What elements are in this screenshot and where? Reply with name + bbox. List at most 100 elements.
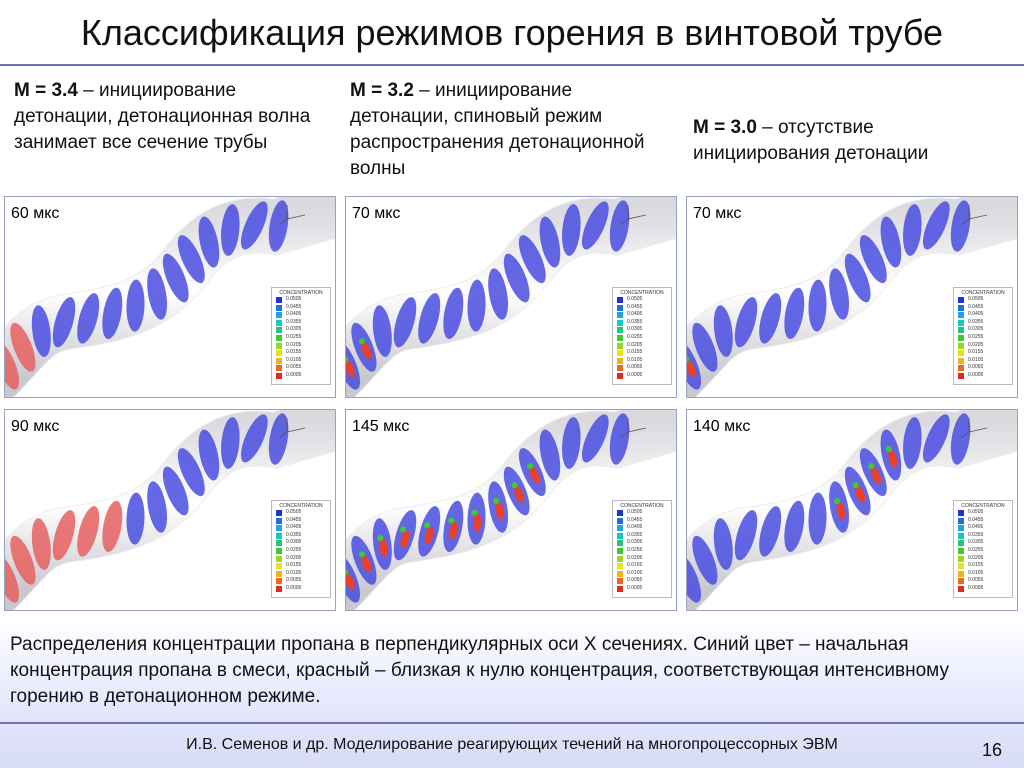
legend-value: 0.0005 (627, 584, 643, 591)
legend-swatch (276, 342, 282, 349)
time-label: 90 мкс (11, 418, 60, 435)
cross-section (126, 492, 145, 545)
legend-value: 0.0155 (286, 349, 302, 356)
cross-section (31, 305, 51, 357)
legend-value: 0.0355 (286, 318, 302, 325)
cross-section (713, 305, 733, 357)
burn-spot (449, 521, 458, 540)
legend-swatch (276, 563, 282, 570)
legend-value: 0.0105 (286, 569, 302, 576)
legend-entry: 0.0305 (954, 326, 1012, 334)
cross-section (844, 253, 871, 303)
cross-section (922, 201, 950, 250)
time-label: 70 мкс (352, 205, 401, 222)
legend-value: 0.0455 (968, 303, 984, 310)
cross-section (147, 481, 168, 533)
legend-title: CONCENTRATION (620, 290, 664, 296)
legend-entry: 0.0055 (272, 577, 330, 585)
cross-section (903, 417, 922, 469)
legend-value: 0.0155 (968, 562, 984, 569)
legend-entry: 0.0255 (272, 547, 330, 555)
slide-title: Классификация режимов горения в винтовой… (80, 12, 944, 53)
legend-value: 0.0505 (627, 509, 643, 515)
cross-section (922, 414, 950, 463)
legend-value: 0.0405 (286, 311, 302, 318)
legend-value: 0.0255 (968, 333, 984, 340)
legend-entry: 0.0405 (272, 524, 330, 532)
legend-value: 0.0455 (286, 303, 302, 310)
legend-entry: 0.0005 (954, 372, 1012, 380)
legend-value: 0.0205 (968, 554, 984, 561)
legend-entry: 0.0005 (272, 372, 330, 380)
burn-spot (361, 342, 372, 360)
legend-entry: 0.0205 (613, 555, 671, 563)
legend-title: CONCENTRATION (279, 503, 323, 509)
burn-spot (529, 466, 541, 484)
axis-triad-icon (960, 418, 988, 439)
legend-swatch (958, 312, 964, 319)
legend-swatch (617, 525, 623, 532)
legend-entry: 0.0005 (272, 585, 330, 593)
legend-entry: 0.0105 (272, 357, 330, 365)
legend-swatch (617, 510, 623, 516)
legend-value: 0.0005 (627, 371, 643, 378)
legend-value: 0.0105 (968, 569, 984, 576)
legend-swatch (617, 563, 623, 570)
case-m30-desc: – отсутствие инициирования детонации (693, 117, 929, 164)
legend-entry: 0.0005 (613, 585, 671, 593)
legend-value: 0.0155 (627, 349, 643, 356)
legend-value: 0.0155 (968, 349, 984, 356)
legend-value: 0.0505 (286, 509, 302, 515)
case-m30: M = 3.0 – отсутствие инициирования детон… (693, 115, 1013, 167)
legend-entry: 0.0155 (954, 562, 1012, 570)
legend-swatch (617, 372, 623, 379)
legend-swatch (276, 350, 282, 357)
case-m32-mach: M = 3.2 (350, 80, 414, 101)
legend-entry: 0.0105 (613, 357, 671, 365)
cross-section (880, 216, 902, 268)
cross-section (609, 200, 630, 252)
legend-swatch (276, 365, 282, 372)
legend-swatch (276, 578, 282, 585)
legend-title: CONCENTRATION (620, 503, 664, 509)
legend-value: 0.0305 (627, 539, 643, 546)
legend-swatch (617, 585, 623, 592)
cross-section (443, 287, 464, 340)
legend-swatch (276, 319, 282, 326)
legend-value: 0.0005 (286, 371, 302, 378)
legend-value: 0.0155 (286, 562, 302, 569)
legend-swatch (958, 585, 964, 592)
legend-swatch (617, 334, 623, 341)
legend-entry: 0.0155 (613, 562, 671, 570)
burn-spot (379, 538, 388, 557)
legend-swatch (958, 327, 964, 334)
cross-section (759, 506, 782, 557)
legend-swatch (276, 585, 282, 592)
cross-section (829, 268, 850, 320)
legend-swatch (617, 570, 623, 577)
burn-spot (377, 535, 384, 542)
title-divider (0, 64, 1024, 66)
legend-entry: 0.0355 (613, 319, 671, 327)
case-m34-mach: M = 3.4 (14, 80, 78, 101)
legend-entry: 0.0205 (272, 555, 330, 563)
cross-section (268, 413, 289, 465)
legend-value: 0.0005 (968, 584, 984, 591)
burn-spot (346, 356, 349, 363)
cross-section (102, 500, 123, 553)
legend-swatch (958, 365, 964, 372)
burn-spot (868, 463, 875, 470)
helical-tube-render (5, 197, 335, 397)
legend-swatch (958, 547, 964, 554)
legend-value: 0.0205 (627, 554, 643, 561)
legend-value: 0.0255 (286, 546, 302, 553)
burn-spot (361, 555, 372, 573)
sim-panel: 90 мкс CONCENTRATION 0.0505 0.0455 0.0405 0.0… (4, 409, 336, 611)
page-number: 16 (981, 740, 1002, 760)
legend-entry: 0.0055 (954, 577, 1012, 585)
legend-value: 0.0355 (627, 318, 643, 325)
concentration-legend: CONCENTRATION 0.0505 0.0455 0.0405 0.0355 0.0… (271, 287, 331, 385)
legend-entry: 0.0355 (272, 532, 330, 540)
legend-swatch (617, 365, 623, 372)
burn-spot (834, 498, 841, 504)
